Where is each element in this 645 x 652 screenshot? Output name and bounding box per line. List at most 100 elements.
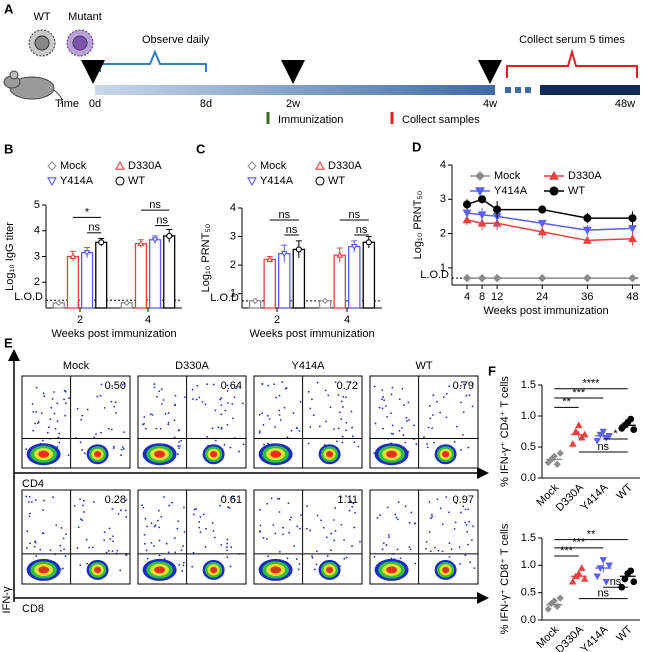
flow-dot [120,509,122,512]
flow-dot [204,545,207,548]
flow-dot [59,544,62,547]
flow-dot [220,426,223,429]
column-title: WT [415,360,432,372]
quadrant-percent: 0.50 [105,380,126,392]
flow-dot [467,543,469,546]
flow-dot [322,526,325,529]
flow-dot [150,522,153,525]
bar-top-marker [83,250,91,257]
legend-label: Mock [494,170,521,182]
flow-dot [462,433,464,436]
bar [95,241,108,309]
flow-dot [178,563,181,566]
flow-dot [205,527,207,530]
flow-dot [296,427,299,430]
flow-dot [238,450,240,453]
flow-dot [214,409,217,412]
flow-dot [226,556,229,559]
legend-marker [247,161,257,171]
flow-dot [213,536,216,539]
bar-top-marker [166,232,173,239]
flow-dot [381,389,384,392]
flow-dot [35,555,38,557]
flow-dot [459,449,462,451]
flow-dot [121,446,124,449]
flow-dot [340,496,342,499]
flow-dot [379,514,381,517]
flow-dot [150,541,153,544]
flow-dot [122,431,125,434]
flow-dot [64,402,67,405]
flow-dot [278,394,281,397]
flow-dot [442,396,445,398]
flow-dot [86,562,88,565]
flow-dot [146,557,149,560]
flow-dot [380,398,383,401]
x-tick-label: Y414A [579,623,611,652]
flow-dot [95,433,97,436]
flow-dot [373,555,376,558]
point [605,562,613,570]
point [599,428,607,436]
flow-dot [76,407,79,410]
flow-dot [26,547,28,550]
x-tick-label: 12 [491,291,503,303]
significance-label: ns [597,441,609,453]
flow-dot [382,396,384,398]
flow-dot [183,506,185,509]
flow-dot [229,446,232,449]
bar-top-marker [123,299,131,307]
y-tick-label: 1 [230,288,236,300]
observe-bracket [99,49,207,72]
y-tick-label: 3 [34,250,40,262]
flow-dot [345,421,348,424]
flow-dot [241,402,244,405]
x-tick-label: 4 [344,314,350,326]
flow-dot [286,436,289,439]
flow-dot [399,557,402,560]
y-tick-label: 0.0 [521,472,536,484]
flow-density [38,450,50,458]
y-tick-label: 2 [230,259,236,271]
flow-dot [220,413,223,416]
flow-dot [56,402,59,405]
timepoint: 8d [200,98,212,110]
flow-dot [191,398,194,400]
flow-dot [31,403,34,405]
flow-dot [410,511,413,514]
timeline-bar [540,85,640,95]
flow-dot [167,421,170,424]
flow-dot [455,425,458,428]
flow-dot [439,507,442,510]
flow-dot [86,408,89,411]
flow-dot [458,546,461,548]
flow-dot [326,554,329,557]
flow-dot [93,436,96,439]
flow-dot [439,411,442,414]
bar [163,235,176,309]
flow-dot [107,549,110,552]
flow-dot [403,404,405,407]
flow-dot [173,436,176,439]
flow-dot [53,412,56,415]
significance-label: *** [560,545,574,557]
legend-label: WT [328,175,345,187]
flow-dot [230,496,233,498]
flow-dot [425,547,427,550]
flow-dot [171,501,174,504]
legend-marker [47,161,57,171]
flow-dot [81,414,84,417]
bar [348,245,361,309]
flow-dot [334,381,337,384]
flow-density [270,566,282,574]
flow-dot [311,556,314,559]
flow-dot [178,447,180,450]
flow-dot [111,385,114,387]
y-axis-label: % IFN-γ⁺ CD4⁺ T cells [499,376,511,487]
flow-density [386,450,398,458]
flow-dot [297,568,300,571]
flow-dot [306,505,309,508]
flow-dot [211,522,214,524]
flow-dot [318,425,321,428]
flow-dot [430,513,433,516]
